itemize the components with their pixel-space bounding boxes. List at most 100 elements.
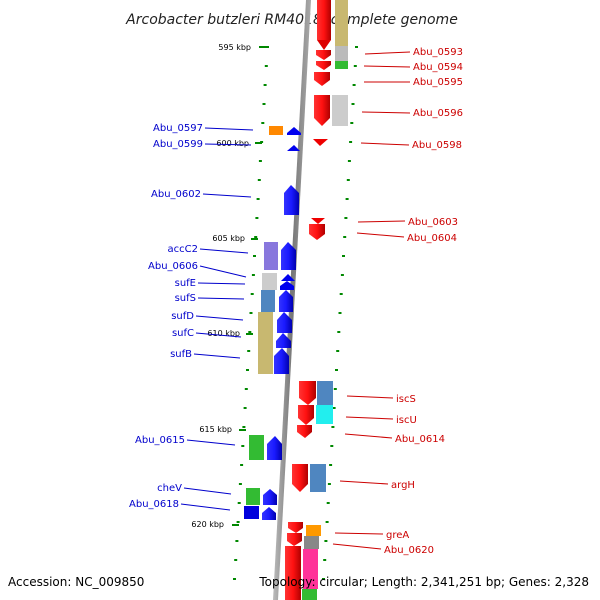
gene-arrow xyxy=(284,185,299,215)
gene-block xyxy=(303,549,318,589)
gene-arrow xyxy=(297,425,312,438)
scale-dot xyxy=(326,502,330,504)
scale-dot xyxy=(251,274,255,276)
gene-block xyxy=(317,381,333,405)
label-connector xyxy=(361,111,411,114)
label-connector xyxy=(195,332,242,338)
gene-label[interactable]: Abu_0602 xyxy=(151,189,201,200)
scale-dot xyxy=(339,293,343,295)
left-gene-labels: Abu_0597 Abu_0599 Abu_0602 accC2 Abu_060… xyxy=(129,123,254,511)
gene-label[interactable]: cheV xyxy=(157,483,182,494)
label-connector xyxy=(199,248,249,254)
gene-label[interactable]: argH xyxy=(391,480,415,491)
label-connector xyxy=(204,127,254,131)
scale-dots-left xyxy=(233,46,269,580)
label-connector xyxy=(193,353,241,359)
gene-block xyxy=(304,536,319,549)
label-connector xyxy=(195,315,244,321)
gene-label[interactable]: Abu_0604 xyxy=(407,233,457,244)
gene-label[interactable]: Abu_0598 xyxy=(412,140,462,151)
gene-arrow xyxy=(279,290,293,312)
reverse-strand-track xyxy=(285,0,348,600)
gene-block xyxy=(335,61,348,69)
gene-arrow xyxy=(281,242,296,270)
gene-arrow xyxy=(298,405,314,425)
scale-label: 610 kbp xyxy=(207,329,240,338)
scale-dot xyxy=(243,407,247,409)
scale-dot xyxy=(234,559,238,561)
scale-dot xyxy=(337,331,341,333)
scale-dot xyxy=(327,483,331,485)
gene-label[interactable]: greA xyxy=(386,530,409,541)
scale-dot xyxy=(323,559,327,561)
gene-block xyxy=(261,290,275,312)
accession-text: Accession: NC_009850 xyxy=(8,575,144,589)
gene-label[interactable]: Abu_0595 xyxy=(413,77,463,88)
scale-dot xyxy=(238,483,242,485)
gene-label[interactable]: Abu_0614 xyxy=(395,434,445,445)
gene-arrow xyxy=(317,0,331,40)
gene-block xyxy=(316,405,333,424)
gene-arrow xyxy=(311,218,325,224)
gene-arrow xyxy=(287,145,300,151)
gene-label[interactable]: Abu_0618 xyxy=(129,499,179,510)
scale-dot xyxy=(233,578,236,580)
gene-label[interactable]: sufS xyxy=(175,293,196,304)
scale-dot xyxy=(261,122,265,124)
scale-dot xyxy=(343,236,347,238)
label-connector xyxy=(332,543,382,550)
gene-arrow xyxy=(287,533,302,546)
gene-label[interactable]: sufC xyxy=(172,328,194,339)
gene-label[interactable]: iscU xyxy=(396,415,417,426)
scale-dot xyxy=(335,369,338,371)
scale-dot xyxy=(242,426,246,428)
gene-label[interactable]: sufE xyxy=(175,278,196,289)
scale-tick xyxy=(255,142,262,144)
gene-arrow xyxy=(263,489,277,505)
gene-block xyxy=(264,242,278,270)
gene-label[interactable]: Abu_0593 xyxy=(413,47,463,58)
scale-label: 595 kbp xyxy=(218,43,251,52)
scale-dot xyxy=(240,464,244,466)
scale-dot xyxy=(353,65,357,67)
gene-label[interactable]: Abu_0603 xyxy=(408,217,458,228)
scale-dot xyxy=(235,540,239,542)
right-gene-labels: Abu_0593 Abu_0594 Abu_0595 Abu_0596 Abu_… xyxy=(332,47,463,556)
gene-label[interactable]: Abu_0606 xyxy=(148,261,198,272)
gene-label[interactable]: Abu_0596 xyxy=(413,108,463,119)
gene-label[interactable]: Abu_0594 xyxy=(413,62,463,73)
scale-dot xyxy=(330,445,334,447)
gene-label[interactable]: sufB xyxy=(170,349,192,360)
gene-label[interactable]: Abu_0599 xyxy=(153,139,203,150)
gene-arrow xyxy=(313,139,328,146)
gene-label[interactable]: Abu_0620 xyxy=(384,545,434,556)
scale-dot xyxy=(355,46,358,48)
label-connector xyxy=(360,142,410,146)
gene-label[interactable]: Abu_0615 xyxy=(135,435,185,446)
scale-dot xyxy=(338,312,342,314)
gene-arrow xyxy=(262,507,276,520)
scale-labels: 595 kbp 600 kbp 605 kbp 610 kbp 615 kbp … xyxy=(191,43,266,529)
scale-dot xyxy=(344,217,348,219)
scale-dot xyxy=(351,103,355,105)
gene-block xyxy=(269,126,283,135)
gene-arrow xyxy=(288,522,303,533)
gene-block xyxy=(302,589,317,600)
gene-arrow xyxy=(281,274,295,281)
scale-dot xyxy=(246,369,249,371)
scale-dot xyxy=(257,179,261,181)
label-connector xyxy=(197,282,246,285)
scale-dot xyxy=(263,84,267,86)
scale-label: 615 kbp xyxy=(199,425,232,434)
label-connector xyxy=(199,265,247,278)
gene-label[interactable]: iscS xyxy=(396,394,416,405)
gene-arrow xyxy=(287,127,301,135)
topology-text: Topology: circular; Length: 2,341,251 bp… xyxy=(258,575,589,589)
gene-label[interactable]: Abu_0597 xyxy=(153,123,203,134)
gene-block xyxy=(332,95,348,126)
gene-label[interactable]: accC2 xyxy=(168,244,198,255)
scale-dot xyxy=(329,464,333,466)
gene-label[interactable]: sufD xyxy=(171,311,194,322)
scale-dot xyxy=(249,312,253,314)
